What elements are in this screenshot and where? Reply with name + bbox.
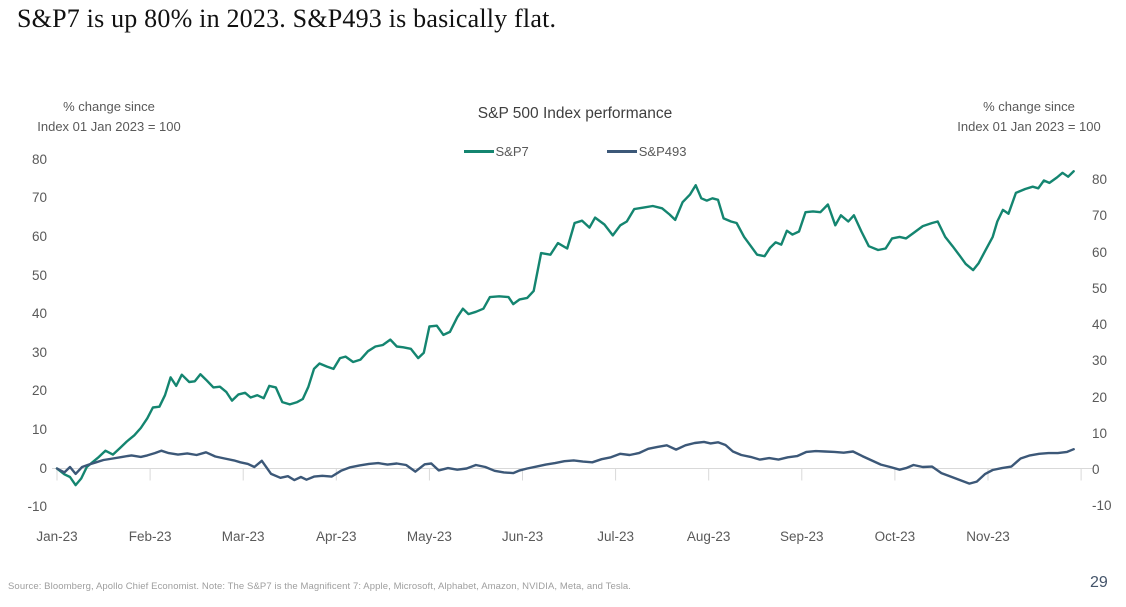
left-axis-note-line2: Index 01 Jan 2023 = 100 — [37, 119, 181, 134]
y-axis-label-left: 80 — [31, 151, 47, 167]
series-line-S&P7 — [55, 170, 1075, 487]
left-axis-note-line1: % change since — [63, 99, 155, 114]
x-axis-label: Feb-23 — [128, 529, 172, 544]
right-axis-note-line2: Index 01 Jan 2023 = 100 — [957, 119, 1101, 134]
y-axis-label-right: 20 — [1092, 389, 1108, 405]
y-axis-right: 80 70 60 50 40 30 20 10 0 -10 — [1092, 0, 1126, 607]
legend-label: S&P7 — [495, 143, 529, 159]
y-axis-label-right: -10 — [1092, 498, 1112, 514]
right-axis-note: % change since Index 01 Jan 2023 = 100 — [936, 97, 1122, 137]
y-axis-label-left: 10 — [31, 421, 47, 437]
chart-title: S&P 500 Index performance — [477, 105, 673, 122]
x-axis-label: Nov-23 — [966, 529, 1010, 544]
y-axis-label-right: 60 — [1092, 244, 1108, 260]
x-axis-label: Oct-23 — [874, 529, 916, 544]
y-axis-label-right: 0 — [1092, 462, 1100, 477]
x-axis: Jan-23 Feb-23 Mar-23 Apr-23 May-23 Jun-23 Jul-… — [0, 529, 1126, 547]
x-axis-label: Sep-23 — [780, 529, 824, 544]
legend-line-swatch — [606, 149, 637, 153]
y-axis-label-right: 80 — [1092, 172, 1108, 187]
legend-item-S&P493: S&P493 — [606, 143, 687, 159]
y-axis-label-right: 30 — [1092, 353, 1108, 369]
y-axis-label-left: 60 — [31, 228, 47, 244]
x-axis-label: Mar-23 — [221, 529, 265, 544]
chart-legend: S&P7 S&P493 — [150, 141, 1000, 161]
legend-label: S&P493 — [638, 143, 687, 159]
y-axis-label-right: 40 — [1092, 317, 1108, 332]
source-note: Source: Bloomberg, Apollo Chief Economis… — [8, 581, 632, 592]
x-axis-label: Apr-23 — [316, 529, 357, 544]
x-axis-label: Aug-23 — [686, 529, 731, 544]
y-axis-label-right: 10 — [1092, 425, 1108, 441]
legend-line-swatch — [463, 149, 494, 153]
y-axis-label-right: 50 — [1092, 280, 1108, 296]
series-line-S&P493 — [55, 440, 1075, 485]
y-axis-label-right: 70 — [1092, 208, 1108, 224]
x-axis-label: May-23 — [406, 529, 452, 544]
legend-item-S&P7: S&P7 — [463, 143, 529, 159]
y-axis-label-left: 40 — [31, 306, 47, 322]
page-title: S&P7 is up 80% in 2023. S&P493 is basica… — [17, 4, 557, 33]
y-axis-label-left: 70 — [31, 190, 47, 206]
y-axis-label-left: -10 — [27, 499, 47, 515]
y-axis-label-left: 50 — [31, 267, 47, 283]
page-number: 29 — [1090, 574, 1108, 591]
left-axis-note: % change since Index 01 Jan 2023 = 100 — [14, 97, 204, 137]
y-axis-left: 80 70 60 50 40 30 20 10 0 -10 — [2, 0, 47, 607]
x-axis-label: Jan-23 — [36, 529, 78, 544]
x-axis-label: Jul-23 — [597, 529, 634, 544]
right-axis-note-line1: % change since — [983, 99, 1075, 114]
x-axis-label: Jun-23 — [501, 529, 544, 544]
y-axis-label-left: 0 — [39, 460, 47, 476]
y-axis-label-left: 20 — [31, 383, 47, 399]
y-axis-label-left: 30 — [31, 344, 47, 360]
